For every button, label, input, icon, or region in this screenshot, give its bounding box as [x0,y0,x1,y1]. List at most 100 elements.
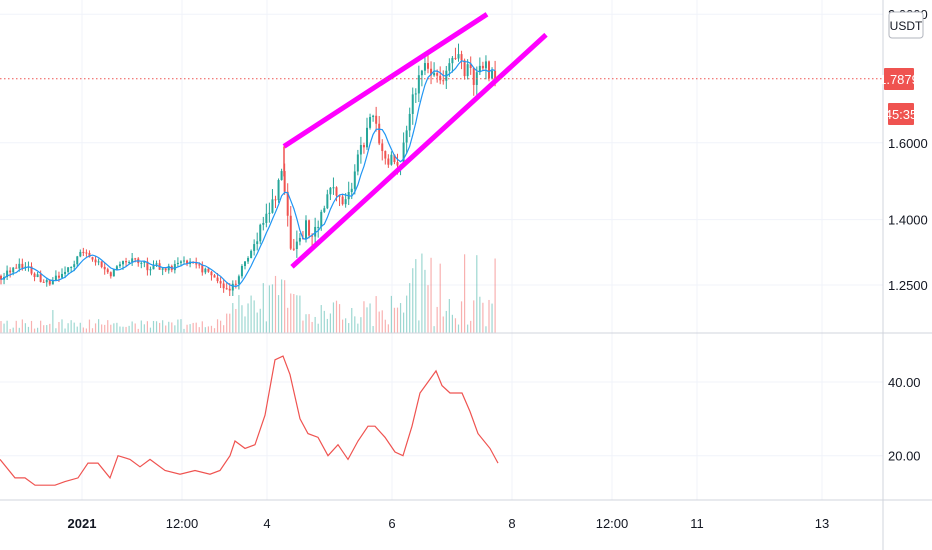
candle[interactable] [466,59,469,80]
candle[interactable] [186,259,189,267]
candle[interactable] [469,56,472,75]
candle-layer[interactable] [0,43,497,297]
candle[interactable] [289,206,292,251]
candle[interactable] [308,219,311,239]
candle[interactable] [128,260,131,264]
candle[interactable] [222,278,225,293]
candle[interactable] [353,164,356,195]
candle[interactable] [237,274,240,290]
candle[interactable] [454,47,457,60]
candle[interactable] [183,256,185,265]
candle[interactable] [262,216,265,231]
candle[interactable] [45,277,48,287]
candle[interactable] [268,202,271,223]
candle[interactable] [414,88,417,103]
candle[interactable] [433,62,436,77]
candle[interactable] [213,273,216,278]
candle[interactable] [137,257,140,267]
candle[interactable] [164,267,167,273]
candle[interactable] [347,181,350,206]
candle[interactable] [9,267,12,278]
candle[interactable] [445,65,448,89]
candle[interactable] [369,113,372,130]
candle[interactable] [231,280,234,296]
candle[interactable] [292,238,295,251]
candle[interactable] [451,56,454,73]
candle[interactable] [298,233,301,246]
currency-button[interactable]: USDT [888,11,924,39]
candle[interactable] [472,67,475,96]
candle[interactable] [405,125,408,154]
candle[interactable] [384,150,387,165]
candle[interactable] [125,257,128,267]
candle[interactable] [39,270,42,283]
candle[interactable] [103,262,106,275]
candle[interactable] [76,255,79,267]
candle[interactable] [356,149,359,176]
candle[interactable] [201,261,204,276]
candle[interactable] [67,267,70,274]
candle[interactable] [286,183,289,227]
candle[interactable] [161,268,164,276]
candle[interactable] [112,268,115,277]
candle[interactable] [54,270,57,281]
candle[interactable] [6,265,9,280]
candle[interactable] [36,271,39,278]
candle[interactable] [481,61,484,72]
candle[interactable] [33,272,36,282]
candle[interactable] [97,258,100,266]
candle[interactable] [115,264,118,271]
trend-channel-upper-line[interactable] [282,12,489,149]
candle[interactable] [417,65,420,102]
candle[interactable] [176,257,179,267]
candle[interactable] [100,261,103,269]
candle[interactable] [173,260,176,274]
candle[interactable] [457,43,460,62]
time-axis[interactable]: 2021 12:00 4 6 8 12:00 11 13 [68,516,830,531]
candle[interactable] [329,186,332,201]
candle[interactable] [210,270,213,281]
candle[interactable] [118,261,121,269]
candle[interactable] [295,230,298,258]
candle[interactable] [484,55,487,80]
candle[interactable] [64,266,67,279]
candle[interactable] [341,193,344,206]
candle[interactable] [271,189,274,214]
candle[interactable] [439,66,442,85]
candle[interactable] [411,87,414,125]
candle[interactable] [256,232,259,251]
candle[interactable] [274,195,277,209]
candle[interactable] [225,282,228,290]
candle[interactable] [250,249,253,259]
candle[interactable] [94,256,97,266]
trend-channel[interactable] [282,12,548,269]
candle[interactable] [277,178,280,203]
candle[interactable] [15,263,18,269]
candle[interactable] [204,267,207,275]
candle[interactable] [158,259,161,270]
candle[interactable] [91,256,94,262]
candle[interactable] [265,203,268,228]
oscillator-axis[interactable]: 40.00 20.00 [888,375,921,464]
candle[interactable] [240,264,243,279]
candle[interactable] [280,168,283,181]
candle[interactable] [30,262,33,276]
candle[interactable] [372,114,375,122]
candle[interactable] [390,151,393,166]
candle[interactable] [332,177,335,195]
candle[interactable] [381,139,384,161]
candle[interactable] [106,267,109,274]
candle[interactable] [488,60,490,82]
candle[interactable] [24,262,27,271]
candle[interactable] [219,276,222,289]
candle[interactable] [317,220,320,238]
candle[interactable] [430,61,433,85]
candle[interactable] [338,194,341,207]
candle[interactable] [420,69,423,87]
candle[interactable] [375,106,378,132]
candle[interactable] [82,247,85,257]
candle[interactable] [247,256,250,264]
